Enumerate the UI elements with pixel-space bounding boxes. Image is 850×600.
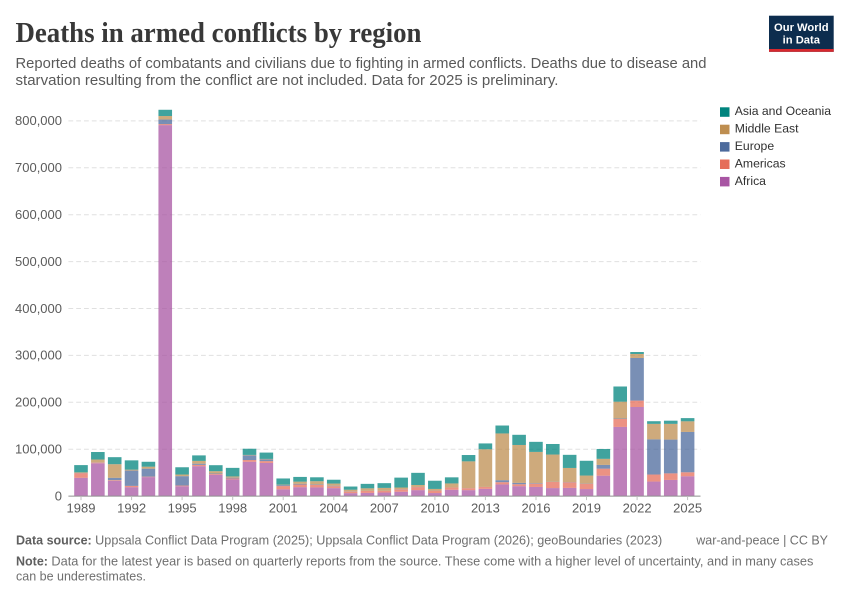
svg-text:Note:: Note: xyxy=(16,555,48,569)
svg-text:Asia and Oceania: Asia and Oceania xyxy=(735,104,831,118)
svg-text:1992: 1992 xyxy=(117,501,146,516)
svg-text:Uppsala Conflict Data Program: Uppsala Conflict Data Program (2025); Up… xyxy=(95,533,662,547)
svg-text:100,000: 100,000 xyxy=(15,442,62,457)
svg-text:0: 0 xyxy=(55,488,62,503)
svg-text:2007: 2007 xyxy=(370,501,399,516)
svg-text:Americas: Americas xyxy=(735,156,786,170)
svg-text:war-and-peace | CC BY: war-and-peace | CC BY xyxy=(695,533,828,547)
svg-text:800,000: 800,000 xyxy=(15,113,62,128)
svg-text:1995: 1995 xyxy=(168,501,197,516)
svg-text:Deaths in armed conflicts by r: Deaths in armed conflicts by region xyxy=(16,17,422,49)
svg-text:600,000: 600,000 xyxy=(15,207,62,222)
svg-text:2016: 2016 xyxy=(522,501,551,516)
svg-text:500,000: 500,000 xyxy=(15,254,62,269)
svg-text:starvation resulting from the: starvation resulting from the conflict a… xyxy=(16,73,559,89)
svg-text:Middle East: Middle East xyxy=(735,122,799,136)
svg-text:700,000: 700,000 xyxy=(15,160,62,175)
svg-text:2001: 2001 xyxy=(269,501,298,516)
svg-text:2025: 2025 xyxy=(673,501,702,516)
svg-text:in Data: in Data xyxy=(783,35,821,47)
svg-text:400,000: 400,000 xyxy=(15,301,62,316)
svg-text:Our World: Our World xyxy=(774,22,829,34)
svg-text:Africa: Africa xyxy=(735,174,766,188)
svg-text:Data source:: Data source: xyxy=(16,533,92,547)
svg-text:2022: 2022 xyxy=(623,501,652,516)
svg-text:Data for the latest year is ba: Data for the latest year is based on qua… xyxy=(51,555,813,569)
svg-text:2013: 2013 xyxy=(471,501,500,516)
svg-text:2019: 2019 xyxy=(572,501,601,516)
svg-text:Europe: Europe xyxy=(735,139,775,153)
svg-text:can be underestimates.: can be underestimates. xyxy=(16,570,146,584)
svg-text:2004: 2004 xyxy=(319,501,348,516)
svg-text:1989: 1989 xyxy=(67,501,96,516)
svg-text:200,000: 200,000 xyxy=(15,395,62,410)
svg-text:2010: 2010 xyxy=(420,501,449,516)
svg-text:1998: 1998 xyxy=(218,501,247,516)
svg-text:Reported deaths of combatants: Reported deaths of combatants and civili… xyxy=(16,56,707,72)
svg-text:300,000: 300,000 xyxy=(15,348,62,363)
